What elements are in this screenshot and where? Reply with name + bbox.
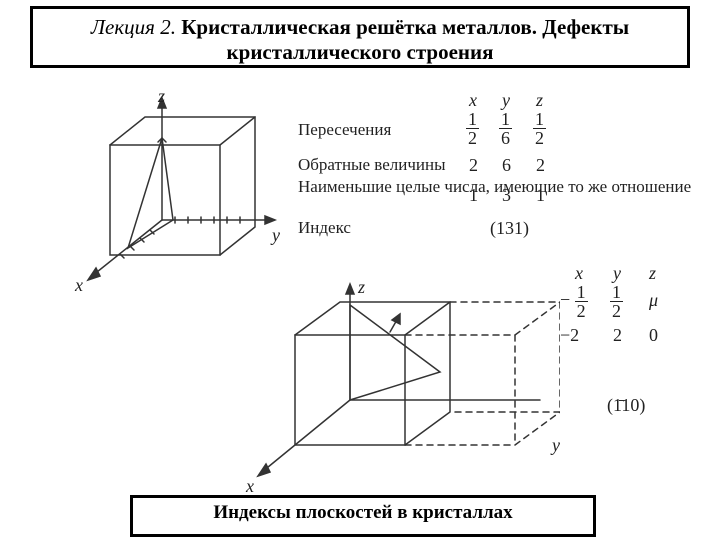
t1-sm-z: 1	[536, 185, 545, 206]
t1-row1-label: Пересечения	[298, 120, 391, 140]
t1-int-y: 16	[499, 110, 512, 147]
t2-r1-z: μ	[649, 290, 658, 311]
t1-rec-z: 2	[536, 155, 545, 176]
t1-int-x: 12	[466, 110, 479, 147]
t2-r2-z: 0	[649, 325, 658, 346]
axis-x-label-1: x	[75, 275, 83, 296]
t1-int-z: 12	[533, 110, 546, 147]
figure-caption: Индексы плоскостей в кристаллах	[213, 502, 512, 523]
t2-r2-y: 2	[613, 325, 622, 346]
t2-r1-y: 12	[610, 283, 623, 320]
title-prefix: Лекция 2.	[91, 15, 181, 39]
t2-head-z: z	[649, 263, 656, 284]
t1-head-x: x	[469, 90, 477, 111]
t1-row2-label: Обратные величины	[298, 155, 446, 175]
t2-index: (1̄10)	[607, 395, 645, 416]
figure-caption-box: Индексы плоскостей в кристаллах	[130, 495, 596, 537]
axis-z-label-1: z	[158, 86, 165, 107]
axis-x-label-2: x	[246, 476, 254, 497]
t1-sm-y: 3	[502, 185, 511, 206]
axis-y-label-1: y	[272, 225, 280, 246]
cube-diagram-2	[240, 280, 560, 495]
t1-head-y: y	[502, 90, 510, 111]
t1-row3-label: Наименьшие целые числа, имеющие то же от…	[298, 178, 518, 197]
t2-r2-x: −2	[560, 325, 579, 346]
title-rest: Кристаллическая решётка металлов. Дефект…	[181, 15, 629, 64]
axis-z-label-2: z	[358, 277, 365, 298]
axis-y-label-2: y	[552, 435, 560, 456]
t1-rec-y: 6	[502, 155, 511, 176]
t2-head-x: x	[575, 263, 583, 284]
lecture-title-box: Лекция 2. Кристаллическая решётка металл…	[30, 6, 690, 68]
t2-head-y: y	[613, 263, 621, 284]
t1-row4-label: Индекс	[298, 218, 351, 238]
cube-diagram-1	[70, 90, 280, 290]
t1-index: (131)	[490, 218, 529, 239]
t1-rec-x: 2	[469, 155, 478, 176]
t1-head-z: z	[536, 90, 543, 111]
lecture-title: Лекция 2. Кристаллическая решётка металл…	[33, 15, 687, 65]
t2-r1-x: − 12	[560, 283, 588, 320]
t1-sm-x: 1	[469, 185, 478, 206]
